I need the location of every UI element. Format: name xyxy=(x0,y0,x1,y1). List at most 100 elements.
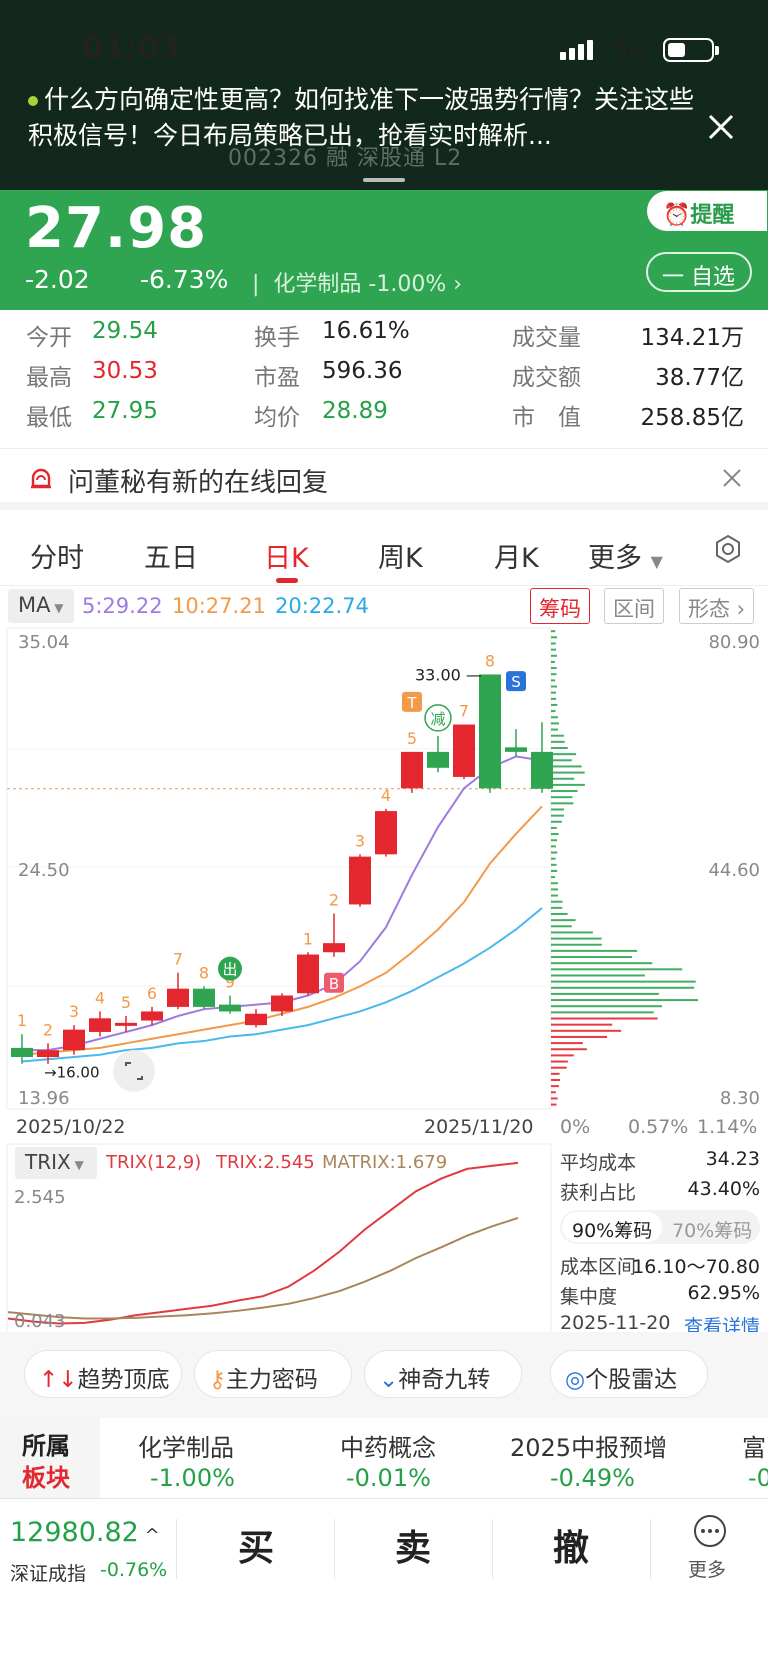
tab-90-chip[interactable]: 90%筹码 xyxy=(562,1212,662,1242)
close-icon[interactable] xyxy=(722,468,742,488)
count-label: 7 xyxy=(173,950,183,969)
dist-bar xyxy=(551,869,558,872)
dist-bar xyxy=(551,691,556,694)
ma20-line xyxy=(21,907,543,1063)
buy-button[interactable]: 买 xyxy=(238,1528,275,1569)
chip-distribution xyxy=(551,630,699,1106)
fullscreen-button[interactable] xyxy=(113,1050,155,1092)
cancel-order-button[interactable]: 撤 xyxy=(553,1528,590,1569)
tab-70-chip[interactable]: 70%筹码 xyxy=(672,1220,753,1242)
trix-selector[interactable]: TRIX ▼ xyxy=(15,1147,97,1179)
dist-bar xyxy=(551,937,602,940)
drag-handle[interactable] xyxy=(363,178,405,182)
stat-value: 134.21万 xyxy=(640,325,744,351)
tab-weekly-k[interactable]: 周K xyxy=(378,543,423,574)
sell-signal-label: 出 xyxy=(222,961,237,979)
t-signal-badge xyxy=(402,691,422,712)
index-value[interactable]: 12980.82 ^ xyxy=(10,1517,160,1548)
stat-label: 最高 xyxy=(26,365,72,391)
count-label: 8 xyxy=(199,963,209,982)
s-signal-label: S xyxy=(511,673,521,691)
low-price-marker: →16.00 xyxy=(44,1063,100,1081)
remind-button[interactable]: ⏰提醒 xyxy=(647,191,767,231)
status-bar xyxy=(0,0,768,190)
dist-bar xyxy=(551,992,659,995)
dist-bar xyxy=(551,851,558,854)
tab-5day[interactable]: 五日 xyxy=(144,543,198,574)
chart-frame xyxy=(6,627,552,1110)
count-label: 8 xyxy=(485,651,495,670)
plate-name-3[interactable]: 2025中报预增 xyxy=(510,1434,668,1462)
plate-name-1[interactable]: 化学制品 xyxy=(138,1434,234,1462)
tab-intraday[interactable]: 分时 xyxy=(30,543,84,574)
tab-monthly-k[interactable]: 月K xyxy=(494,543,539,574)
chip-button[interactable]: 筹码 xyxy=(530,588,590,624)
battery-icon xyxy=(663,38,719,62)
dist-bar xyxy=(551,857,556,860)
signal-icon xyxy=(560,40,596,60)
plate-pct-2: -0.01% xyxy=(346,1464,431,1492)
count-label: 9 xyxy=(225,973,235,992)
reduce-signal-label: 减 xyxy=(430,710,445,728)
trix-line xyxy=(7,1161,519,1325)
candle-body xyxy=(11,1047,33,1057)
radar-icon: ◎ xyxy=(565,1367,586,1393)
stock-radar-button[interactable]: ◎个股雷达 xyxy=(550,1350,708,1398)
settings-icon[interactable] xyxy=(713,534,743,564)
count-label: 4 xyxy=(95,988,105,1007)
dist-bar xyxy=(551,949,638,952)
sector-link[interactable]: | 化学制品 -1.00% › xyxy=(252,272,463,297)
sell-button[interactable]: 卖 xyxy=(395,1528,432,1569)
buy-signal-badge xyxy=(324,972,344,993)
candle-body xyxy=(453,724,475,777)
divider xyxy=(650,1519,651,1579)
tab-more[interactable]: 更多 ▼ xyxy=(588,543,663,574)
dist-bar xyxy=(551,660,555,663)
kline-chart[interactable]: 12345678912345678 35.04 24.50 13.96 80.9… xyxy=(0,626,768,1110)
candle-body xyxy=(297,954,319,994)
stat-label: 换手 xyxy=(254,325,300,351)
tab-daily-k[interactable]: 日K xyxy=(264,543,309,574)
y-tick-right-mid: 44.60 xyxy=(708,860,760,881)
count-label: 3 xyxy=(355,831,365,850)
sell-signal-badge xyxy=(218,956,242,981)
promo-banner[interactable]: 什么方向确定性更高？如何找准下一波强势行情？关注这些积极信号！今日布局策略已出，… xyxy=(28,85,695,150)
candle-body xyxy=(167,988,189,1007)
trade-annotations: 33.00 — →16.00 出 减 B S T xyxy=(44,665,526,1081)
range-button[interactable]: 区间 xyxy=(604,588,664,624)
count-label: 2 xyxy=(43,1020,53,1039)
candle-body xyxy=(37,1050,59,1057)
main-force-code-button[interactable]: ⚷主力密码 xyxy=(194,1350,352,1398)
dist-bar xyxy=(551,771,585,774)
dist-bar xyxy=(551,728,558,731)
dist-bar xyxy=(551,1097,558,1100)
indicator-selector[interactable]: MA ▼ xyxy=(8,589,74,623)
notice-bar[interactable] xyxy=(0,448,768,510)
plate-name-2[interactable]: 中药概念 xyxy=(340,1434,436,1462)
last-price: 27.98 xyxy=(25,196,208,261)
pattern-button[interactable]: 形态 › xyxy=(679,588,755,624)
dist-bar xyxy=(551,654,557,657)
dist-bar xyxy=(551,722,560,725)
plate-pct-3: -0.49% xyxy=(550,1464,635,1492)
dist-pct-0: 0% xyxy=(560,1116,591,1138)
candle-body xyxy=(271,995,293,1012)
dist-bar xyxy=(551,630,556,633)
cost-date: 2025-11-20 xyxy=(560,1312,671,1334)
trix-chart[interactable]: 2.545 0.043 xyxy=(0,1143,556,1335)
y-tick-right-max: 80.90 xyxy=(708,632,760,653)
plate-name-4[interactable]: 富 xyxy=(742,1434,766,1462)
dist-bar xyxy=(551,1035,608,1038)
plate-pct-1: -1.00% xyxy=(150,1464,235,1492)
close-icon[interactable] xyxy=(706,112,736,142)
notice-text: 问董秘有新的在线回复 xyxy=(68,468,329,498)
trend-top-bottom-button[interactable]: ↑↓趋势顶底 xyxy=(24,1350,182,1398)
watchlist-button[interactable]: 一 自选 xyxy=(646,252,752,292)
magic-nine-button[interactable]: ⌄神奇九转 xyxy=(364,1350,522,1398)
more-icon[interactable] xyxy=(692,1513,728,1549)
stat-label: 市盈 xyxy=(254,365,300,391)
dist-bar xyxy=(551,1042,583,1045)
avg-cost-label: 平均成本 xyxy=(560,1152,637,1174)
stat-value: 28.89 xyxy=(322,398,388,424)
more-label[interactable]: 更多 xyxy=(688,1559,727,1581)
